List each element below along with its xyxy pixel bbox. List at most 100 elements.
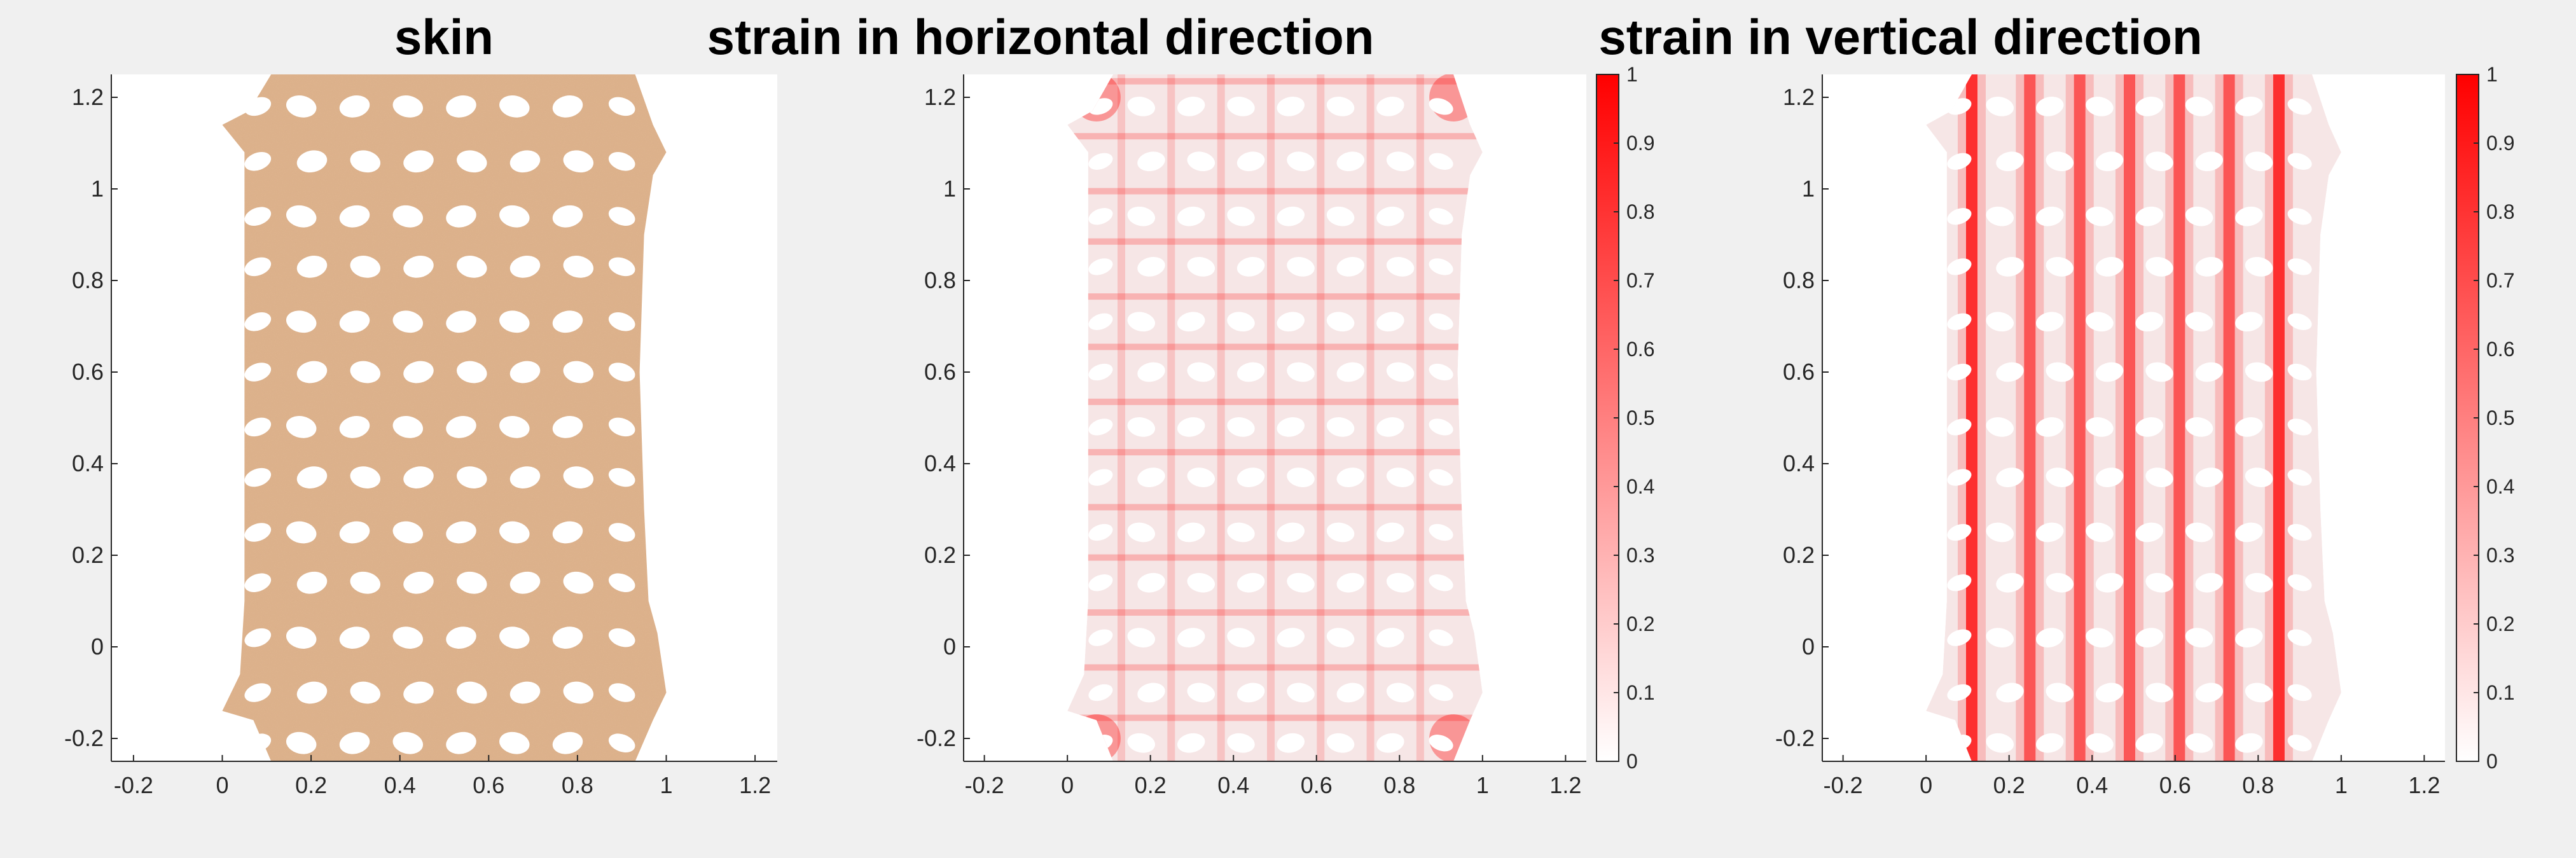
hole [1277,733,1305,753]
hole [350,466,381,488]
edge-hole [2287,419,2312,436]
hole [1277,522,1305,543]
hole [457,571,487,594]
strain-band [1067,714,1483,721]
y-tick-label: 1 [943,176,956,202]
x-tick-label: 0.6 [473,772,504,798]
hole [446,521,476,544]
hole [563,256,594,278]
edge-hole [244,573,272,592]
hole [339,205,370,228]
hole [2235,417,2263,437]
hole [1386,682,1415,703]
hole [350,256,381,278]
hole [2145,257,2173,277]
y-tick-label: 0.2 [924,542,956,568]
strain-band [1067,449,1483,455]
hole [1376,522,1404,543]
x-tick-label: 0.8 [2242,772,2274,798]
hole [2095,257,2124,277]
hole [2245,151,2273,172]
colorbar-tick-label: 0.7 [2486,269,2514,292]
hole [499,416,530,438]
strain-body [1067,74,1483,761]
hole [2035,97,2064,116]
edge-hole [2287,469,2312,486]
edge-hole [244,683,272,702]
hole [1386,151,1415,172]
edge-hole [2287,153,2312,170]
hole [457,361,487,384]
strain-band [1067,504,1483,511]
hole [499,95,530,118]
edge-hole [608,417,635,437]
hole [1177,522,1205,543]
hole [2235,628,2263,647]
strain-band-halo [2116,74,2143,761]
hole [1236,572,1265,593]
strain-band-weak [1416,74,1424,761]
strain-band [1966,74,1977,761]
y-tick-label: 0.8 [72,267,104,293]
colorbar-tick-label: 0.8 [1626,200,1654,223]
hole [2185,417,2213,437]
hole [2235,733,2263,753]
hole [2185,733,2213,753]
hole [1326,522,1355,543]
hole [1227,312,1255,332]
hole [2046,362,2074,382]
panel-title: strain in vertical direction [1598,9,2202,65]
edge-hole [1947,574,1972,592]
hole [1287,467,1315,487]
hole [1986,733,2014,753]
edge-hole [1429,208,1453,225]
x-tick-label: 1 [2335,772,2348,798]
x-tick-label: 0.2 [1135,772,1167,798]
hole [1336,682,1365,703]
hole [2095,467,2124,487]
hole [2245,257,2273,277]
strain-band [1067,238,1483,245]
edge-hole [1947,363,1972,381]
hole [1227,628,1255,647]
hole [446,205,476,228]
hole [1236,682,1265,703]
hole [2086,628,2114,647]
hole [499,310,530,333]
x-tick-label: 0.4 [2076,772,2108,798]
y-tick-label: 1.2 [72,84,104,110]
hole [392,731,424,754]
hole [2095,572,2124,593]
strain-band-weak [1167,74,1175,761]
x-tick-label: 1.2 [2408,772,2440,798]
strain-band-weak [1317,74,1325,761]
edge-hole [1429,363,1453,381]
hole [2135,312,2164,332]
edge-hole [1429,684,1453,702]
strain-band [2223,74,2235,761]
hole [1376,628,1404,647]
hole [2235,206,2263,226]
strain-band [2273,74,2285,761]
hole [2195,257,2224,277]
hole [1187,257,1215,277]
hole [509,361,541,384]
colorbar-tick-label: 0.4 [2486,475,2514,498]
hole [563,361,594,384]
hole [2185,628,2213,647]
edge-hole [1088,574,1113,592]
y-tick-label: 0.8 [1783,267,1815,293]
hole [2185,522,2213,543]
hole [1177,417,1205,437]
hole [1287,682,1315,703]
hole [339,310,370,333]
strain-band-halo [2215,74,2243,761]
hole [296,681,328,704]
hole [1326,206,1355,226]
hole [1137,257,1165,277]
hole [1187,151,1215,172]
hole [1986,312,2014,332]
edge-hole [1429,629,1453,646]
hole [1177,97,1205,116]
hole [552,310,583,333]
